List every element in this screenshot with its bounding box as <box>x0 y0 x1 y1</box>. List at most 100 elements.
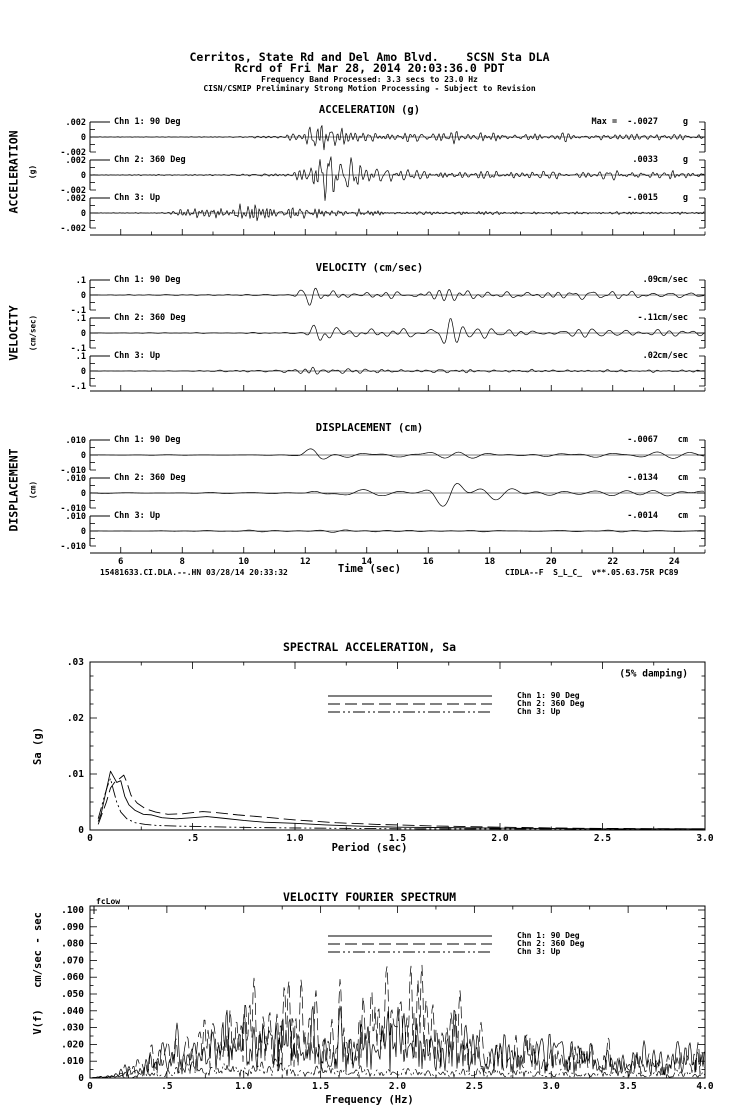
y-tick-label: .060 <box>61 972 84 983</box>
processing-code: CIDLA--F S_L_C_ v**.05.63.75R PC89 <box>505 568 679 577</box>
y-tick-label: 0 <box>78 825 84 836</box>
x-tick-label: 1.0 <box>286 833 303 844</box>
frequency-band-note: Frequency Band Processed: 3.3 secs to 23… <box>261 75 478 84</box>
section-title-acceleration: ACCELERATION (g) <box>318 104 421 116</box>
x-tick-label: 3.0 <box>543 1081 560 1092</box>
time-tick-label: 10 <box>238 557 249 567</box>
y-tick-label: .040 <box>61 1006 84 1017</box>
time-tick-label: 8 <box>180 557 185 567</box>
x-tick-label: 4.0 <box>696 1081 713 1092</box>
peak-unit: cm <box>677 472 688 483</box>
peak-annotation: -.0014 <box>627 510 658 521</box>
y-tick-label: .030 <box>61 1023 84 1034</box>
scale-label: -.1 <box>71 344 86 354</box>
scale-label: -.010 <box>60 504 86 514</box>
peak-annotation: .02 <box>642 350 658 361</box>
channel-label: Chn 3: Up <box>114 510 161 521</box>
scale-label: -.002 <box>60 224 86 234</box>
y-tick-label: .010 <box>61 1056 84 1067</box>
x-tick-label: 0 <box>87 833 93 844</box>
scale-label: -.1 <box>71 306 86 316</box>
channel-label: Chn 3: Up <box>114 192 161 203</box>
waveform-acceleration-time-history-ch3 <box>90 203 705 222</box>
fourier-title: VELOCITY FOURIER SPECTRUM <box>282 890 457 904</box>
time-tick-label: 20 <box>546 557 557 567</box>
time-tick-label: 22 <box>607 557 618 567</box>
y-tick-label: .090 <box>61 922 84 933</box>
scale-label: 0 <box>81 291 86 301</box>
peak-unit: cm/sec <box>657 350 688 361</box>
peak-annotation: Max = -.0027 <box>591 116 658 127</box>
y-tick-label: .01 <box>67 769 84 780</box>
section-title-displacement: DISPLACEMENT (cm) <box>315 422 424 434</box>
peak-unit: cm/sec <box>657 274 688 285</box>
peak-annotation: -.0015 <box>627 192 658 203</box>
channel-label: Chn 3: Up <box>114 350 161 361</box>
peak-annotation: .0033 <box>632 154 658 165</box>
scale-label: -.1 <box>71 382 86 392</box>
x-tick-label: 1.5 <box>389 833 406 844</box>
channel-label: Chn 1: 90 Deg <box>114 434 181 445</box>
sa-curve-ch1 <box>97 770 705 830</box>
scale-label: 0 <box>81 367 86 377</box>
waveform-velocity-time-history-ch2 <box>90 318 705 344</box>
channel-label: Chn 2: 360 Deg <box>114 154 186 165</box>
sa-legend-label: Chn 1: 90 Deg <box>517 691 580 700</box>
time-tick-label: 6 <box>118 557 123 567</box>
peak-annotation: -.0134 <box>627 472 658 483</box>
processing-disclaimer: CISN/CSMIP Preliminary Strong Motion Pro… <box>203 84 536 93</box>
scale-label: .010 <box>66 436 86 446</box>
channel-label: Chn 1: 90 Deg <box>114 116 181 127</box>
scale-label: .010 <box>66 474 86 484</box>
peak-unit: g <box>682 192 688 203</box>
scale-label: 0 <box>81 209 86 219</box>
y-tick-label: .100 <box>61 905 84 916</box>
y-tick-label: .080 <box>61 939 84 950</box>
x-tick-label: 3.5 <box>620 1081 637 1092</box>
x-tick-label: 2.0 <box>389 1081 406 1092</box>
waveform-velocity-time-history-ch3 <box>90 366 705 375</box>
time-tick-label: 18 <box>484 557 495 567</box>
y-tick-label: .070 <box>61 955 84 966</box>
peak-unit: cm <box>677 434 688 445</box>
scale-label: .1 <box>76 352 86 362</box>
x-tick-label: 2.0 <box>491 833 508 844</box>
x-tick-label: 2.5 <box>466 1081 483 1092</box>
fourier-legend-label: Chn 2: 360 Deg <box>517 939 585 948</box>
record-id: 15481633.CI.DLA.--.HN 03/28/14 20:33:32 <box>100 568 288 577</box>
x-tick-label: 3.0 <box>696 833 713 844</box>
waveform-displacement-time-history-ch1 <box>90 448 705 460</box>
channel-label: Chn 1: 90 Deg <box>114 274 181 285</box>
scale-label: .1 <box>76 276 86 286</box>
scale-label: -.002 <box>60 148 86 158</box>
waveform-displacement-time-history-ch3 <box>90 529 705 533</box>
waveform-acceleration-time-history-ch2 <box>90 156 705 201</box>
channel-label: Chn 2: 360 Deg <box>114 472 186 483</box>
fourier-legend-label: Chn 1: 90 Deg <box>517 931 580 940</box>
plot-frame <box>89 905 706 1079</box>
fourier-curve-ch3 <box>89 1058 706 1079</box>
sa-xlabel: Period (sec) <box>331 842 408 854</box>
sa-curve-ch2 <box>97 774 706 830</box>
section-title-velocity: VELOCITY (cm/sec) <box>315 262 424 274</box>
peak-unit: g <box>682 154 688 165</box>
sa-title: SPECTRAL ACCELERATION, Sa <box>282 640 457 654</box>
peak-unit: g <box>682 116 688 127</box>
channel-label: Chn 2: 360 Deg <box>114 312 186 323</box>
x-tick-label: 1.5 <box>312 1081 329 1092</box>
x-tick-label: 0 <box>87 1081 93 1092</box>
y-tick-label: .02 <box>67 713 84 724</box>
fclow-marker: fcLow <box>96 897 121 906</box>
sa-legend-label: Chn 3: Up <box>517 707 561 716</box>
x-tick-label: .5 <box>187 833 199 844</box>
record-datetime: Rcrd of Fri Mar 28, 2014 20:03:36.0 PDT <box>234 61 505 75</box>
peak-annotation: -.0067 <box>627 434 658 445</box>
waveform-displacement-time-history-ch2 <box>90 483 705 507</box>
scale-label: 0 <box>81 451 86 461</box>
damping-note: (5% damping) <box>619 668 688 680</box>
peak-unit: cm/sec <box>657 312 688 323</box>
x-tick-label: .5 <box>161 1081 173 1092</box>
time-tick-label: 16 <box>423 557 434 567</box>
